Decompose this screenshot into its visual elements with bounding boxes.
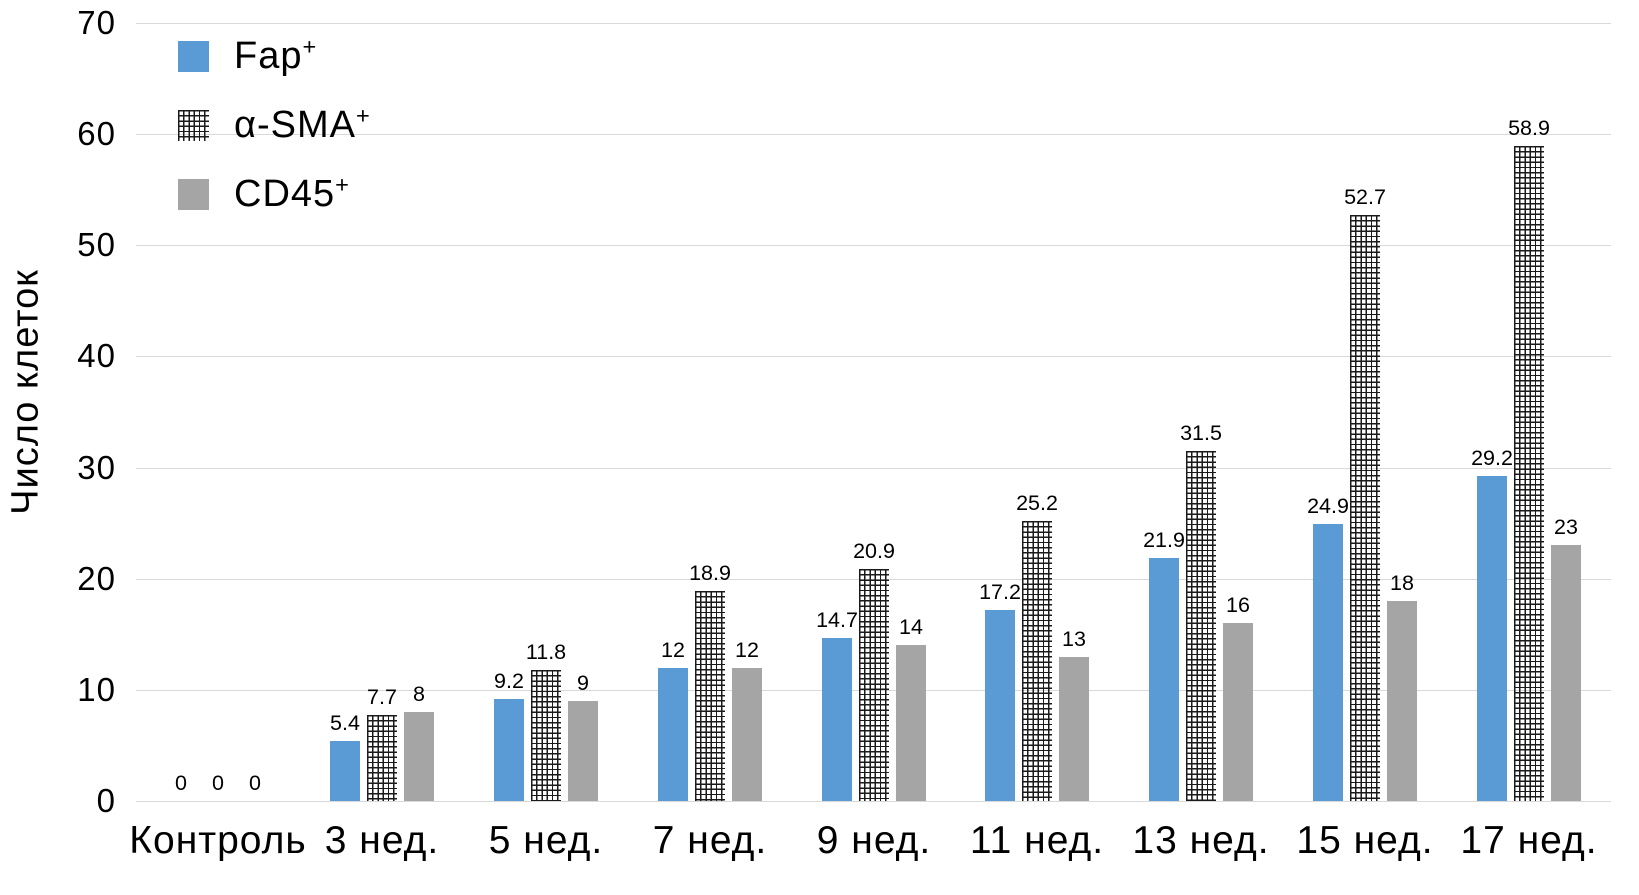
- value-label: 21.9: [1143, 528, 1185, 552]
- bar-a-sma: [695, 591, 725, 801]
- y-axis-tick-label: 70: [77, 4, 116, 41]
- value-label: 0: [249, 771, 261, 795]
- y-axis-tick-label: 50: [77, 226, 116, 263]
- y-axis-tick-label: 20: [77, 560, 116, 597]
- value-label: 9.2: [494, 669, 524, 693]
- value-label: 8: [413, 682, 425, 706]
- value-label: 52.7: [1344, 185, 1386, 209]
- legend-item-cd45: CD45+: [178, 171, 371, 215]
- gridline: [136, 134, 1611, 135]
- value-label: 12: [661, 638, 685, 662]
- value-label: 9: [577, 671, 589, 695]
- value-label: 23: [1554, 515, 1578, 539]
- bar-cd45: [1551, 545, 1581, 801]
- bar-cd45: [1223, 623, 1253, 801]
- y-axis-tick-label: 40: [77, 337, 116, 374]
- bar-a-sma: [367, 715, 397, 801]
- bar-cd45: [404, 712, 434, 801]
- bar-cd45: [896, 645, 926, 801]
- value-label: 13: [1062, 627, 1086, 651]
- x-axis-category-label: 17 нед.: [1460, 819, 1598, 862]
- bar-fap: [1149, 558, 1179, 801]
- bar-fap: [330, 741, 360, 801]
- value-label: 24.9: [1307, 494, 1349, 518]
- x-axis-category-label: 11 нед.: [969, 819, 1105, 862]
- bar-a-sma: [1350, 215, 1380, 801]
- value-label: 5.4: [330, 711, 360, 735]
- value-label: 18: [1390, 571, 1414, 595]
- value-label: 0: [175, 771, 187, 795]
- value-label: 14: [899, 615, 923, 639]
- y-axis-tick-label: 10: [77, 671, 116, 708]
- bar-cd45: [732, 668, 762, 801]
- y-axis-tick-label: 30: [77, 449, 116, 486]
- bar-cd45: [568, 701, 598, 801]
- value-label: 14.7: [816, 608, 858, 632]
- value-label: 31.5: [1180, 421, 1222, 445]
- x-axis-category-label: 3 нед.: [324, 819, 440, 862]
- legend: Fap+ α-SMA+ CD45+: [178, 33, 371, 247]
- bar-fap: [985, 610, 1015, 801]
- x-axis-category-label: 9 нед.: [816, 819, 932, 862]
- legend-label-fap: Fap+: [234, 33, 318, 77]
- gridline: [136, 468, 1611, 469]
- value-label: 7.7: [367, 685, 397, 709]
- bar-cd45: [1059, 657, 1089, 801]
- x-axis-category-label: 7 нед.: [652, 819, 768, 862]
- value-label: 58.9: [1508, 116, 1550, 140]
- value-label: 11.8: [525, 640, 567, 664]
- value-label: 17.2: [979, 580, 1021, 604]
- bar-fap: [822, 638, 852, 801]
- bar-a-sma: [1186, 451, 1216, 801]
- gridline: [136, 23, 1611, 24]
- bar-fap: [1477, 476, 1507, 801]
- bar-a-sma: [1514, 146, 1544, 801]
- bar-a-sma: [531, 670, 561, 801]
- x-axis-category-label: Контроль: [129, 819, 307, 862]
- legend-swatch-cd45: [178, 178, 209, 210]
- gridline: [136, 245, 1611, 246]
- bar-a-sma: [1022, 521, 1052, 801]
- value-label: 16: [1226, 593, 1250, 617]
- value-label: 20.9: [853, 539, 895, 563]
- bar-cd45: [1387, 601, 1417, 801]
- y-axis-tick-label: 0: [96, 782, 116, 819]
- legend-item-fap: Fap+: [178, 33, 371, 77]
- legend-swatch-fap: [178, 40, 209, 72]
- bar-a-sma: [859, 569, 889, 801]
- legend-label-cd45: CD45+: [234, 171, 350, 215]
- legend-item-a-sma: α-SMA+: [178, 102, 371, 146]
- value-label: 18.9: [689, 561, 731, 585]
- gridline: [136, 356, 1611, 357]
- x-axis-category-label: 5 нед.: [488, 819, 604, 862]
- bar-fap: [1313, 524, 1343, 801]
- x-axis-category-label: 15 нед.: [1296, 819, 1434, 862]
- value-label: 12: [735, 638, 759, 662]
- y-axis-tick-label: 60: [77, 115, 116, 152]
- value-label: 25.2: [1016, 491, 1058, 515]
- bar-fap: [658, 668, 688, 801]
- x-axis-category-label: 13 нед.: [1132, 819, 1270, 862]
- bar-fap: [494, 699, 524, 801]
- value-label: 29.2: [1471, 446, 1513, 470]
- value-label: 0: [212, 771, 224, 795]
- legend-swatch-a-sma: [178, 109, 209, 141]
- legend-label-a-sma: α-SMA+: [234, 102, 371, 146]
- gridline: [136, 801, 1611, 802]
